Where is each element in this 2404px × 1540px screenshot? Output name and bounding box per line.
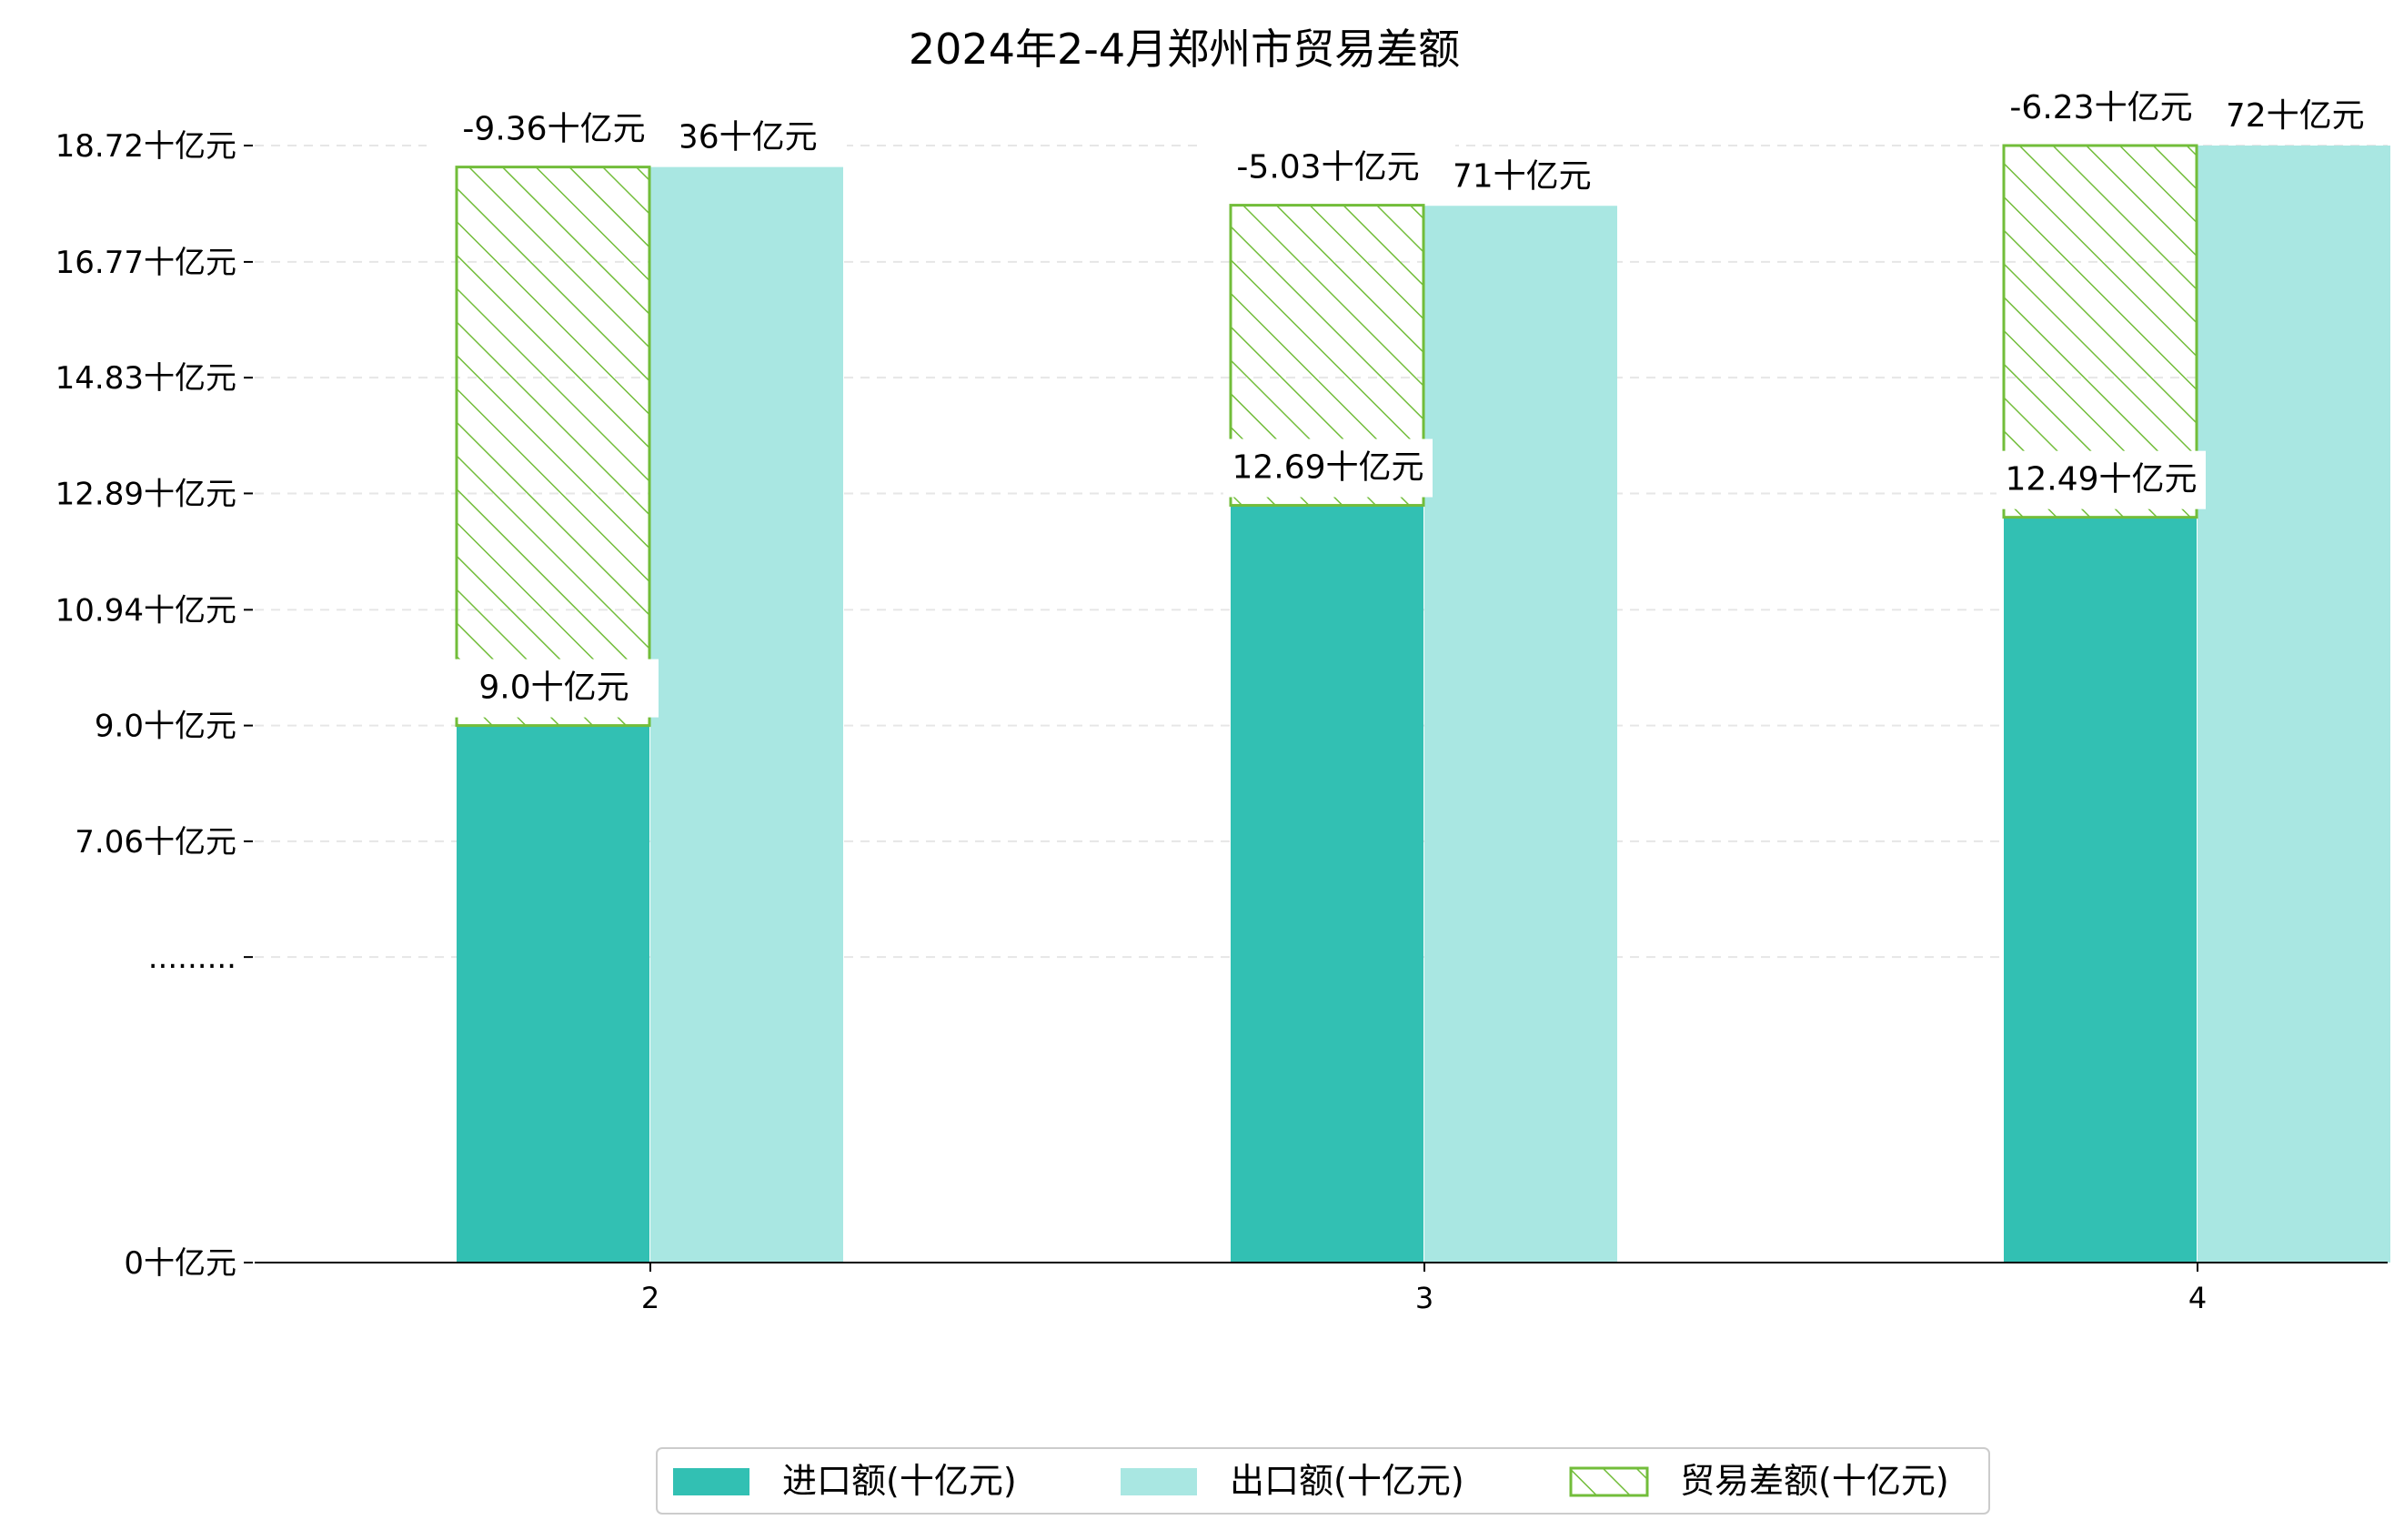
legend-label: 出口额(十亿元): [1230, 1461, 1464, 1501]
y-tick-label: 9.0十亿元: [95, 709, 236, 745]
x-tick-label: 3: [1415, 1281, 1433, 1315]
legend: 进口额(十亿元) 出口额(十亿元) 贸易差额(十亿元): [656, 1447, 1990, 1515]
import-label-bg: [449, 659, 659, 718]
y-tick-label: 10.94十亿元: [55, 592, 236, 629]
balance-data-label: -6.23十亿元: [2009, 89, 2192, 126]
legend-box: [656, 1447, 1990, 1515]
y-tick-label: 16.77十亿元: [55, 245, 236, 281]
x-tick-label: 2: [641, 1281, 659, 1315]
chart-title: 2024年2-4月郑州市贸易差额: [909, 25, 1460, 74]
balance-data-label: -9.36十亿元: [462, 111, 645, 148]
legend-swatch: [673, 1468, 749, 1495]
import-bar: [1231, 505, 1423, 1263]
import-data-label: 12.49十亿元: [2005, 461, 2197, 498]
bars-layer: [455, 144, 2390, 1263]
import-bar: [2004, 517, 2197, 1263]
balance-label-bg: [1201, 140, 1455, 196]
export-bar: [1424, 206, 1617, 1263]
axes-layer: 0十亿元......... 7.06十亿元 9.0十亿元 10.94十亿元 12.89十…: [55, 128, 2388, 1315]
import-label-bg: [1997, 450, 2206, 509]
balance-label-bg: [427, 102, 681, 157]
trade-balance-bar: [455, 166, 651, 728]
import-data-label: 9.0十亿元: [478, 669, 629, 707]
data-labels-layer: .36十亿元 -9.36十亿元 9.0十亿元 .71十亿元 -5.03十亿元 12.69十…: [427, 81, 2394, 718]
y-tick-label: 14.83十亿元: [55, 360, 236, 397]
legend-swatch: [1569, 1466, 1649, 1497]
y-tick-label: 7.06十亿元: [75, 824, 236, 861]
export-data-label: .72十亿元: [2214, 97, 2364, 135]
export-bar: [2198, 146, 2390, 1263]
import-bar: [457, 725, 649, 1263]
export-bar: [650, 166, 843, 1263]
x-tick-label: 4: [2188, 1281, 2207, 1315]
y-tick-label: 12.89十亿元: [55, 476, 236, 512]
export-data-label: .71十亿元: [1441, 157, 1591, 195]
y-tick-label: .........: [148, 940, 236, 976]
balance-data-label: -5.03十亿元: [1236, 149, 1419, 186]
balance-label-bg: [1974, 81, 2228, 136]
legend-swatch: [1121, 1468, 1197, 1495]
import-data-label: 12.69十亿元: [1232, 449, 1423, 487]
export-data-label: .36十亿元: [667, 119, 817, 156]
legend-label: 进口额(十亿元): [782, 1461, 1017, 1501]
legend-label: 贸易差额(十亿元): [1680, 1461, 1949, 1501]
import-label-bg: [1223, 438, 1433, 498]
y-tick-label: 18.72十亿元: [55, 128, 236, 165]
y-tick-label: 0十亿元: [124, 1245, 236, 1282]
